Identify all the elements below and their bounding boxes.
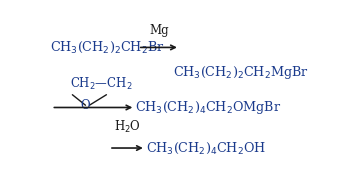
- Text: CH$_3$(CH$_2$)$_4$CH$_2$OH: CH$_3$(CH$_2$)$_4$CH$_2$OH: [146, 140, 266, 156]
- Text: H$_2$O: H$_2$O: [114, 119, 141, 135]
- Text: CH$_2$—CH$_2$: CH$_2$—CH$_2$: [70, 76, 132, 92]
- Text: CH$_3$(CH$_2$)$_2$CH$_2$MgBr: CH$_3$(CH$_2$)$_2$CH$_2$MgBr: [173, 65, 309, 82]
- Text: CH$_3$(CH$_2$)$_2$CH$_2$Br: CH$_3$(CH$_2$)$_2$CH$_2$Br: [50, 40, 165, 55]
- Text: O: O: [81, 99, 90, 112]
- Text: CH$_3$(CH$_2$)$_4$CH$_2$OMgBr: CH$_3$(CH$_2$)$_4$CH$_2$OMgBr: [135, 99, 282, 116]
- Text: Mg: Mg: [149, 24, 169, 37]
